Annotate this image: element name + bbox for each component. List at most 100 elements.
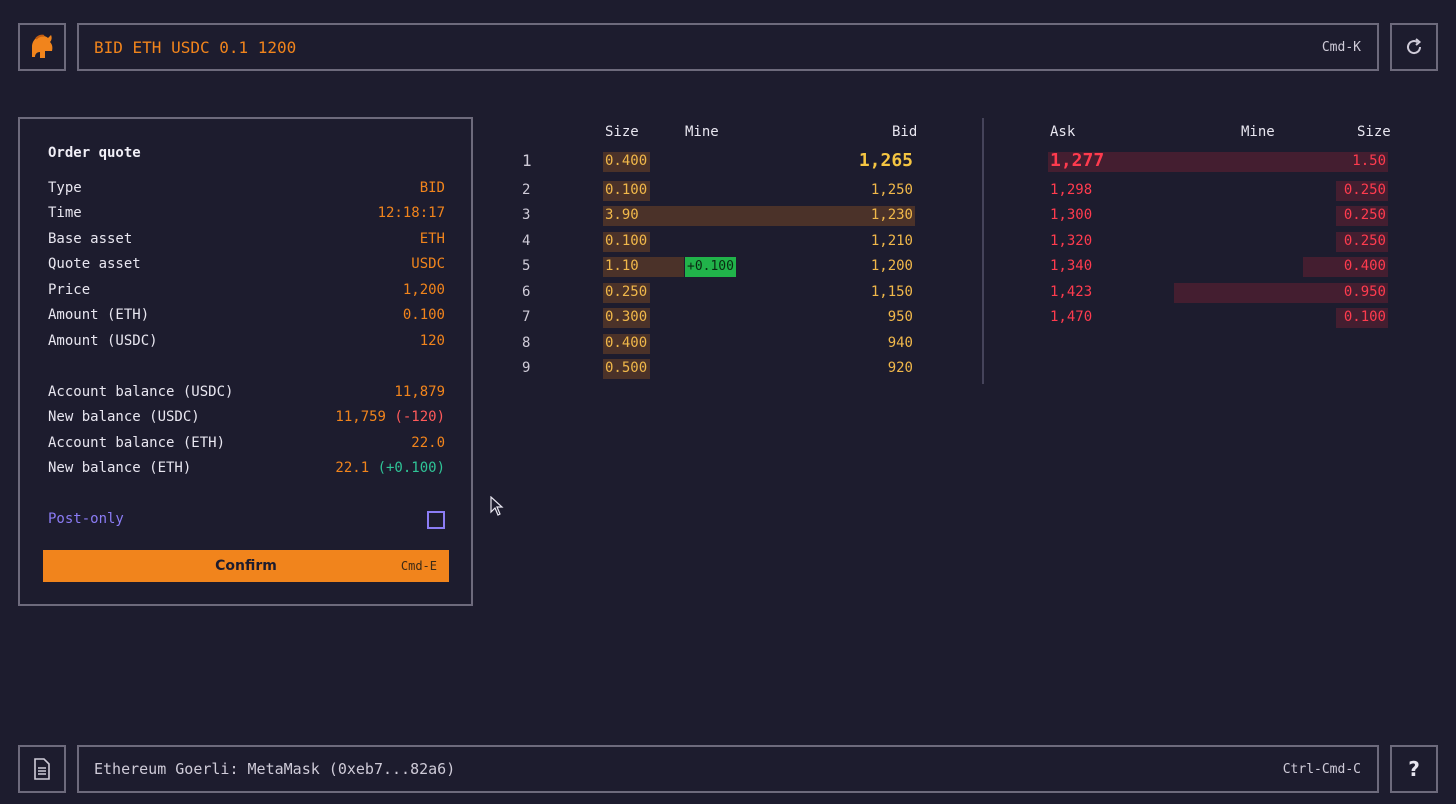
ask-price: 1,300 <box>1050 207 1093 223</box>
document-button[interactable] <box>18 745 66 793</box>
bid-row[interactable]: 8 0.400 940 <box>515 334 915 354</box>
bid-row[interactable]: 6 0.250 1,150 <box>515 283 915 303</box>
ask-row[interactable]: 1,470 0.100 <box>1048 308 1388 328</box>
bid-index: 6 <box>522 284 531 300</box>
bid-price: 920 <box>887 360 913 376</box>
quote-label: Base asset <box>48 231 133 247</box>
bid-header-mine: Mine <box>685 124 719 140</box>
ask-price: 1,277 <box>1050 150 1105 171</box>
bid-depth-bar <box>603 181 650 201</box>
refresh-icon <box>1407 38 1422 55</box>
bid-row[interactable]: 2 0.100 1,250 <box>515 181 915 201</box>
post-only-checkbox[interactable] <box>427 511 445 529</box>
ask-row[interactable]: 1,320 0.250 <box>1048 232 1388 252</box>
balance-row-new-eth: New balance (ETH) 22.1 (+0.100) <box>48 460 445 480</box>
bid-row[interactable]: 7 0.300 950 <box>515 308 915 328</box>
bid-row[interactable]: 1 0.400 1,265 <box>515 150 915 172</box>
ask-row[interactable]: 1,340 0.400 <box>1048 257 1388 277</box>
ask-depth-bar <box>1336 206 1388 226</box>
ask-row[interactable]: 1,423 0.950 <box>1048 283 1388 303</box>
ask-size: 0.250 <box>1343 207 1386 223</box>
command-bar[interactable]: BID ETH USDC 0.1 1200 Cmd-K <box>77 23 1379 71</box>
quote-label: Type <box>48 180 82 196</box>
bid-depth-bar <box>603 257 685 277</box>
bid-price: 1,150 <box>870 284 913 300</box>
quote-value: 120 <box>419 333 445 349</box>
balance-row-new-usdc: New balance (USDC) 11,759 (-120) <box>48 409 445 429</box>
bid-index: 1 <box>522 151 532 170</box>
bid-mine-tag: +0.100 <box>685 257 736 277</box>
ask-size: 0.100 <box>1343 309 1386 325</box>
bid-depth-bar <box>603 308 650 328</box>
help-button[interactable]: ? <box>1390 745 1438 793</box>
bid-index: 5 <box>522 258 531 274</box>
bid-row[interactable]: 5 1.10 +0.100 1,200 <box>515 257 915 277</box>
bid-depth-bar <box>603 152 650 172</box>
document-icon <box>34 758 50 780</box>
confirm-shortcut: Cmd-E <box>400 559 437 573</box>
bid-index: 4 <box>522 233 531 249</box>
bid-row[interactable]: 4 0.100 1,210 <box>515 232 915 252</box>
bid-index: 9 <box>522 360 531 376</box>
balance-value-group: 11,759 (-120) <box>335 409 445 429</box>
ask-row[interactable]: 1,298 0.250 <box>1048 181 1388 201</box>
quote-value: 12:18:17 <box>377 205 445 221</box>
bid-size: 0.400 <box>605 335 648 351</box>
ask-header-size: Size <box>1357 124 1391 140</box>
balance-label: New balance (USDC) <box>48 409 200 425</box>
refresh-button[interactable] <box>1390 23 1438 71</box>
quote-value: USDC <box>411 256 445 272</box>
confirm-label: Confirm <box>215 558 277 574</box>
confirm-button[interactable]: Confirm Cmd-E <box>43 550 449 582</box>
bid-size: 0.100 <box>605 233 648 249</box>
bid-header-price: Bid <box>892 124 918 140</box>
bid-price: 1,200 <box>870 258 913 274</box>
bid-price: 1,210 <box>870 233 913 249</box>
ask-price: 1,470 <box>1050 309 1093 325</box>
bid-depth-bar <box>603 359 650 379</box>
quote-value: 1,200 <box>402 282 445 298</box>
bid-row[interactable]: 3 3.90 1,230 <box>515 206 915 226</box>
bid-size: 0.100 <box>605 182 648 198</box>
post-only-label[interactable]: Post-only <box>48 511 124 527</box>
quote-value: 0.100 <box>402 307 445 323</box>
bid-price: 940 <box>887 335 913 351</box>
bid-price: 950 <box>887 309 913 325</box>
ask-header-mine: Mine <box>1241 124 1275 140</box>
ask-header-price: Ask <box>1050 124 1076 140</box>
quote-row-time: Time 12:18:17 <box>48 205 445 225</box>
bid-index: 3 <box>522 207 531 223</box>
command-text[interactable]: BID ETH USDC 0.1 1200 <box>94 37 297 57</box>
status-bar[interactable]: Ethereum Goerli: MetaMask (0xeb7...82a6)… <box>77 745 1379 793</box>
ask-size: 0.250 <box>1343 233 1386 249</box>
quote-value: ETH <box>419 231 445 247</box>
order-quote-panel: Order quote Type BID Time 12:18:17 Base … <box>18 117 473 606</box>
status-shortcut: Ctrl-Cmd-C <box>1282 761 1361 777</box>
ask-price: 1,298 <box>1050 182 1093 198</box>
ask-row[interactable]: 1,300 0.250 <box>1048 206 1388 226</box>
balance-label: Account balance (ETH) <box>48 435 226 451</box>
bid-size: 0.300 <box>605 309 648 325</box>
quote-row-amount-eth: Amount (ETH) 0.100 <box>48 307 445 327</box>
network-status[interactable]: Ethereum Goerli: MetaMask (0xeb7...82a6) <box>94 760 456 778</box>
quote-label: Time <box>48 205 82 221</box>
logo-button[interactable] <box>18 23 66 71</box>
mouse-cursor-icon <box>490 496 504 516</box>
spartan-helmet-icon <box>32 34 53 58</box>
ask-depth-bar <box>1336 181 1388 201</box>
ask-depth-bar <box>1303 257 1388 277</box>
bid-depth-bar <box>603 232 650 252</box>
ask-price: 1,320 <box>1050 233 1093 249</box>
ask-row[interactable]: 1,277 1.50 <box>1048 150 1388 172</box>
bid-row[interactable]: 9 0.500 920 <box>515 359 915 379</box>
balance-row-account-eth: Account balance (ETH) 22.0 <box>48 435 445 455</box>
help-icon: ? <box>1408 757 1420 781</box>
ask-size: 1.50 <box>1352 153 1386 169</box>
balance-delta: (+0.100) <box>377 460 445 476</box>
bid-price: 1,250 <box>870 182 913 198</box>
balance-label: Account balance (USDC) <box>48 384 234 400</box>
quote-label: Amount (ETH) <box>48 307 150 323</box>
ask-size: 0.400 <box>1343 258 1386 274</box>
ask-price: 1,423 <box>1050 284 1093 300</box>
ask-size: 0.950 <box>1343 284 1386 300</box>
